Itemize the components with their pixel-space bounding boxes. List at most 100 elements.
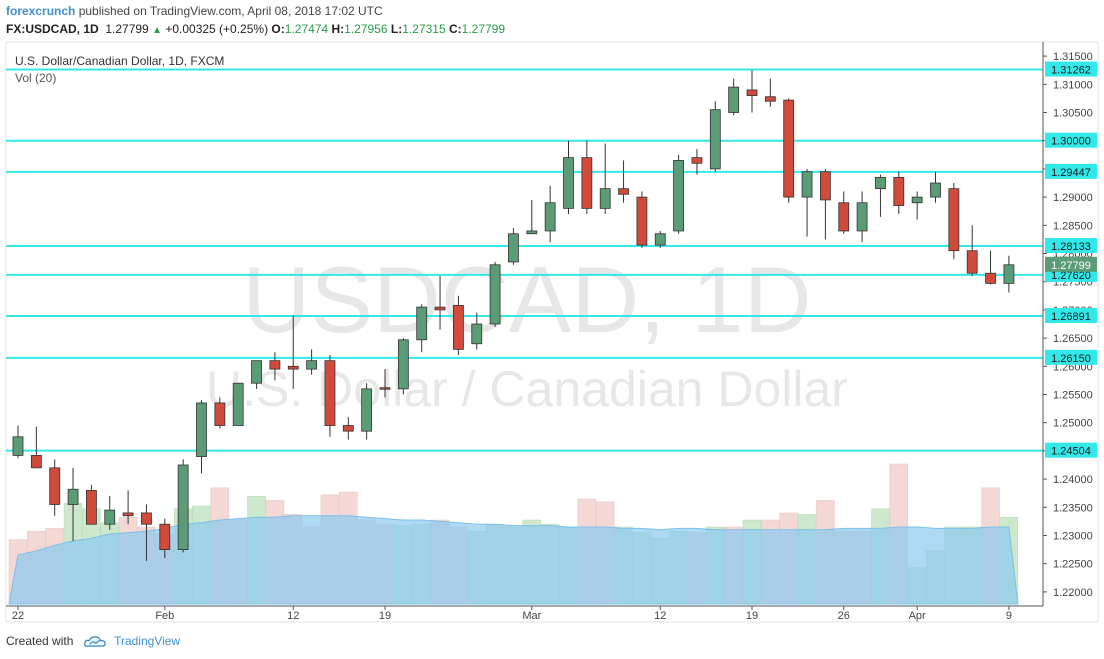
- candle: [930, 171, 941, 203]
- candle: [618, 160, 629, 203]
- candle: [416, 304, 428, 353]
- created-with-text: Created with: [6, 634, 74, 648]
- candle-body: [342, 425, 354, 432]
- candle: [67, 467, 79, 542]
- price-badge: [1045, 349, 1097, 365]
- price-tick-label: 1.23500: [1053, 502, 1093, 514]
- price-tick-label: 1.28500: [1053, 220, 1093, 232]
- close-label: C:: [448, 22, 462, 36]
- price-tick-label: 1.24000: [1053, 474, 1093, 486]
- candle: [673, 154, 684, 234]
- candle-body: [434, 306, 446, 311]
- candle-body: [856, 202, 868, 232]
- candle-body: [948, 188, 960, 252]
- time-tick-label: Mar: [522, 610, 541, 622]
- candle: [30, 426, 42, 469]
- candle: [966, 225, 978, 277]
- candle-body: [599, 188, 611, 209]
- candle: [471, 312, 483, 350]
- candle-body: [269, 360, 281, 370]
- volume-indicator-label[interactable]: Vol (20): [15, 71, 56, 85]
- time-tick-label: 19: [379, 610, 391, 622]
- candle: [177, 459, 189, 553]
- candle: [12, 425, 24, 459]
- candle-body: [728, 86, 740, 113]
- candle-body: [86, 489, 97, 525]
- candle-body: [489, 264, 501, 325]
- candle: [764, 78, 776, 107]
- candle-body: [177, 464, 189, 550]
- time-tick-label: 19: [746, 610, 758, 622]
- price-badge: [1045, 237, 1097, 253]
- candle: [581, 140, 593, 215]
- candle: [269, 352, 281, 381]
- candle: [508, 228, 519, 265]
- chart-title: U.S. Dollar/Canadian Dollar, 1D, FXCM: [15, 54, 224, 68]
- candle-body: [49, 467, 61, 505]
- price-badge-label: 1.31262: [1051, 65, 1091, 77]
- time-axis[interactable]: 22 Feb 12 19 Mar 12 19 26 Apr 9: [12, 606, 1012, 622]
- candle: [820, 168, 831, 240]
- candle-body: [306, 360, 318, 370]
- candle: [636, 191, 648, 248]
- candle: [746, 70, 758, 113]
- price-tick-label: 1.26500: [1053, 333, 1093, 345]
- candle: [49, 459, 61, 516]
- price-badge: [1045, 442, 1097, 458]
- time-tick-label: Feb: [155, 610, 174, 622]
- candle: [397, 338, 409, 395]
- candle-body: [397, 339, 409, 390]
- candle-body: [159, 523, 171, 550]
- candle: [361, 383, 373, 440]
- candle: [159, 518, 171, 559]
- candle: [599, 143, 611, 215]
- price-badge-label: 1.26891: [1051, 311, 1091, 323]
- low-value: 1.27315: [402, 22, 446, 36]
- high-label: H:: [331, 22, 345, 36]
- symbol-label: FX:USDCAD, 1D: [6, 22, 99, 36]
- price-badge-label: 1.26150: [1051, 353, 1091, 365]
- time-tick-label: 12: [654, 610, 666, 622]
- candle: [379, 369, 391, 398]
- candle: [728, 78, 740, 116]
- up-arrow-icon: ▲: [152, 25, 162, 36]
- price-badge-label: 1.29447: [1051, 167, 1091, 179]
- time-tick-label: 9: [1006, 610, 1012, 622]
- price-badge-label: 1.28133: [1051, 241, 1091, 253]
- candle-body: [746, 89, 758, 96]
- price-tick-label: 1.31000: [1053, 79, 1093, 91]
- level-layer: [6, 68, 1043, 452]
- candle-body: [251, 360, 262, 384]
- candle-body: [563, 157, 574, 209]
- open-label: O:: [271, 22, 285, 36]
- candle: [985, 250, 996, 285]
- price-badge: [1045, 163, 1097, 179]
- candle-body: [709, 109, 721, 170]
- candle-layer: [12, 70, 1015, 561]
- candle: [544, 185, 556, 243]
- candle-body: [875, 176, 886, 190]
- candle: [86, 484, 97, 525]
- candle: [856, 191, 868, 243]
- candle-body: [104, 509, 116, 525]
- candle-body: [654, 233, 666, 246]
- watermark: USDCAD, 1D U.S. Dollar / Canadian Dollar: [206, 247, 848, 417]
- author-name[interactable]: forexcrunch: [6, 4, 76, 18]
- tradingview-brand[interactable]: TradingView: [114, 634, 181, 648]
- candle: [122, 490, 134, 525]
- candle: [1003, 255, 1015, 293]
- candle-body: [12, 436, 24, 456]
- candle: [893, 171, 905, 215]
- candle: [838, 191, 850, 234]
- candle-body: [416, 306, 428, 341]
- candle-body: [673, 160, 684, 232]
- candle-body: [691, 157, 703, 164]
- price-tick-label: 1.25000: [1053, 418, 1093, 430]
- candle-body: [764, 96, 776, 102]
- candle-body: [966, 250, 978, 274]
- candle-body: [930, 182, 941, 198]
- candle-body: [232, 382, 244, 426]
- candle: [654, 230, 666, 248]
- price-tick-label: 1.29000: [1053, 192, 1093, 204]
